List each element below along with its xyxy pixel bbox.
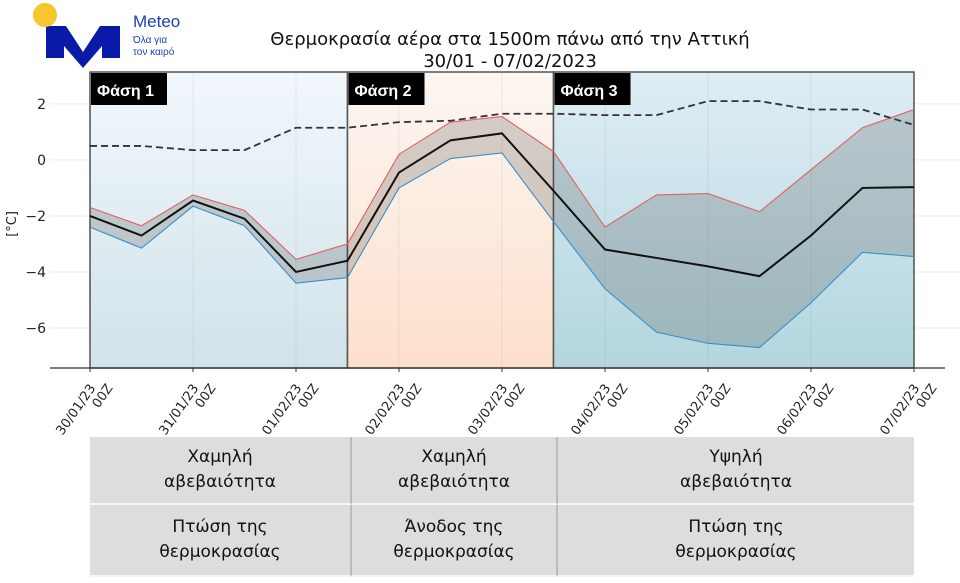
phase-summary-table: Χαμηλή αβεβαιότητα Χαμηλή αβεβαιότητα Υψ… [90, 437, 914, 577]
x-tick-label: 02/02/2300Z [362, 373, 425, 437]
phase-label-bg [91, 73, 167, 105]
phase1-uncertainty: Χαμηλή αβεβαιότητα [90, 437, 352, 505]
phase-1-region [89, 71, 349, 369]
logo-slogan-1: Όλα για [133, 35, 168, 46]
logo-brand: Meteo [133, 12, 181, 31]
x-tick-hour: 00Z [90, 381, 117, 411]
chart-subtitle: 30/01 - 07/02/2023 [423, 51, 597, 72]
phase3-trend: Πτώση της θερμοκρασίας [558, 505, 914, 577]
x-tick-date: 07/02/23 [877, 382, 923, 437]
x-tick-label: 30/01/2300Z [53, 373, 116, 437]
uncertainty-band [90, 109, 914, 348]
y-tick-label: −2 [25, 209, 46, 225]
x-tick-date: 03/02/23 [465, 382, 511, 437]
x-tick-label: 03/02/2300Z [465, 373, 528, 437]
x-tick-hour: 00Z [193, 381, 220, 411]
x-tick-hour: 00Z [399, 381, 426, 411]
phase2-uncertainty: Χαμηλή αβεβαιότητα [352, 437, 558, 505]
x-tick-label: 04/02/2300Z [568, 373, 631, 437]
y-axis-label: [°C] [5, 211, 20, 237]
x-tick-hour: 00Z [296, 381, 323, 411]
x-tick-label: 07/02/2300Z [877, 373, 940, 437]
x-tick-label: 05/02/2300Z [671, 373, 734, 437]
x-tick-label: 31/01/2300Z [156, 373, 219, 437]
phase2-trend: Άνοδος της θερμοκρασίας [352, 505, 558, 577]
phase-label-bg [554, 73, 631, 105]
x-tick-hour: 00Z [811, 381, 838, 411]
logo-sun-icon [33, 3, 57, 27]
logo-slogan-2: τον καιρό [133, 47, 175, 58]
x-tick-label: 01/02/2300Z [259, 373, 322, 437]
y-tick-label: 0 [37, 153, 46, 169]
y-tick-label: −6 [25, 321, 46, 337]
phase-3-region [552, 71, 915, 369]
x-tick-date: 06/02/23 [774, 382, 820, 437]
logo-m-shape [46, 26, 120, 68]
phase-label: Φάση 3 [561, 83, 618, 100]
x-tick-date: 31/01/23 [156, 382, 202, 437]
x-tick-date: 01/02/23 [259, 382, 305, 437]
x-tick-label: 06/02/2300Z [774, 373, 837, 437]
x-tick-date: 04/02/23 [568, 382, 614, 437]
y-tick-label: −4 [25, 265, 46, 281]
x-tick-hour: 00Z [914, 381, 941, 411]
chart-title: Θερμοκρασία αέρα στα 1500m πάνω από την … [270, 29, 750, 50]
x-tick-hour: 00Z [708, 381, 735, 411]
dashed-series-line [90, 100, 915, 152]
x-tick-date: 02/02/23 [362, 382, 408, 437]
upper-series-line [89, 109, 915, 260]
x-tick-date: 05/02/23 [671, 382, 717, 437]
mean-series-line [89, 132, 915, 278]
x-tick-hour: 00Z [502, 381, 529, 411]
phase-label: Φάση 2 [355, 83, 412, 100]
phase-label-bg [348, 73, 425, 105]
y-tick-label: 2 [37, 97, 46, 113]
temperature-chart: Φάση 1 Φάση 2 Φάση 320−2−4−6[°C]30/01/2300… [5, 3, 960, 437]
phase1-trend: Πτώση της θερμοκρασίας [90, 505, 352, 577]
phase3-uncertainty: Υψηλή αβεβαιότητα [558, 437, 914, 505]
lower-series-line [89, 152, 915, 349]
phase-label: Φάση 1 [97, 83, 154, 100]
x-tick-date: 30/01/23 [53, 382, 99, 437]
meteo-logo [33, 3, 120, 68]
x-tick-hour: 00Z [605, 381, 632, 411]
